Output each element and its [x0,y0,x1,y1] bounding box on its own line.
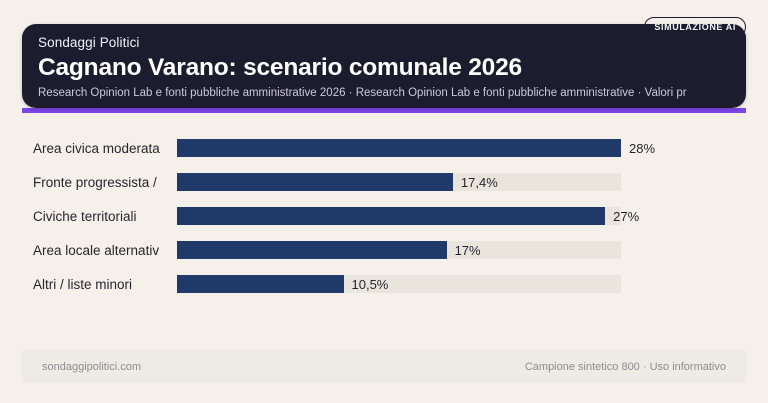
value-label: 17% [454,242,481,258]
poll-bar-chart: Area civica moderata 28% Fronte progressis… [33,139,753,309]
simulation-ai-badge: SIMULAZIONE AI [644,17,746,37]
value-label: 28% [629,140,656,156]
bar-track: 17,4% [177,173,621,191]
category-label: Altri / liste minori [33,276,133,292]
bar-track: 10,5% [177,275,621,293]
category-label: Area civica moderata [33,140,160,156]
chart-row: Altri / liste minori 10,5% [33,275,753,293]
header-card: Sondaggi Politici Cagnano Varano: scenar… [22,24,746,108]
source-line: Research Opinion Lab e fonti pubbliche a… [38,87,687,100]
bar-fill [177,207,606,225]
bar-track: 17% [177,241,621,259]
page-title: Cagnano Varano: scenario comunale 2026 [38,54,522,81]
bar-fill [177,275,344,293]
accent-bar [22,108,746,113]
value-label: 10,5% [351,276,389,292]
category-label: Area locale alternativ [33,242,160,258]
category-label: Civiche territoriali [33,208,137,224]
footer-sample-note: Campione sintetico 800 · Uso informativo [524,360,726,373]
value-label: 17,4% [460,174,498,190]
chart-row: Area civica moderata 28% [33,139,753,157]
value-label: 27% [613,208,640,224]
bar-fill [177,241,447,259]
bar-fill [177,139,621,157]
chart-row: Civiche territoriali 27% [33,207,753,225]
chart-row: Fronte progressista / 17,4% [33,173,753,191]
footer-strip: sondaggipolitici.com Campione sintetico … [22,350,746,383]
bar-track: 28% [177,139,655,157]
bar-fill [177,173,453,191]
bar-track: 27% [177,207,639,225]
brand-label: Sondaggi Politici [38,35,140,50]
category-label: Fronte progressista / [33,174,157,190]
chart-row: Area locale alternativ 17% [33,241,753,259]
footer-site-label: sondaggipolitici.com [42,360,142,373]
